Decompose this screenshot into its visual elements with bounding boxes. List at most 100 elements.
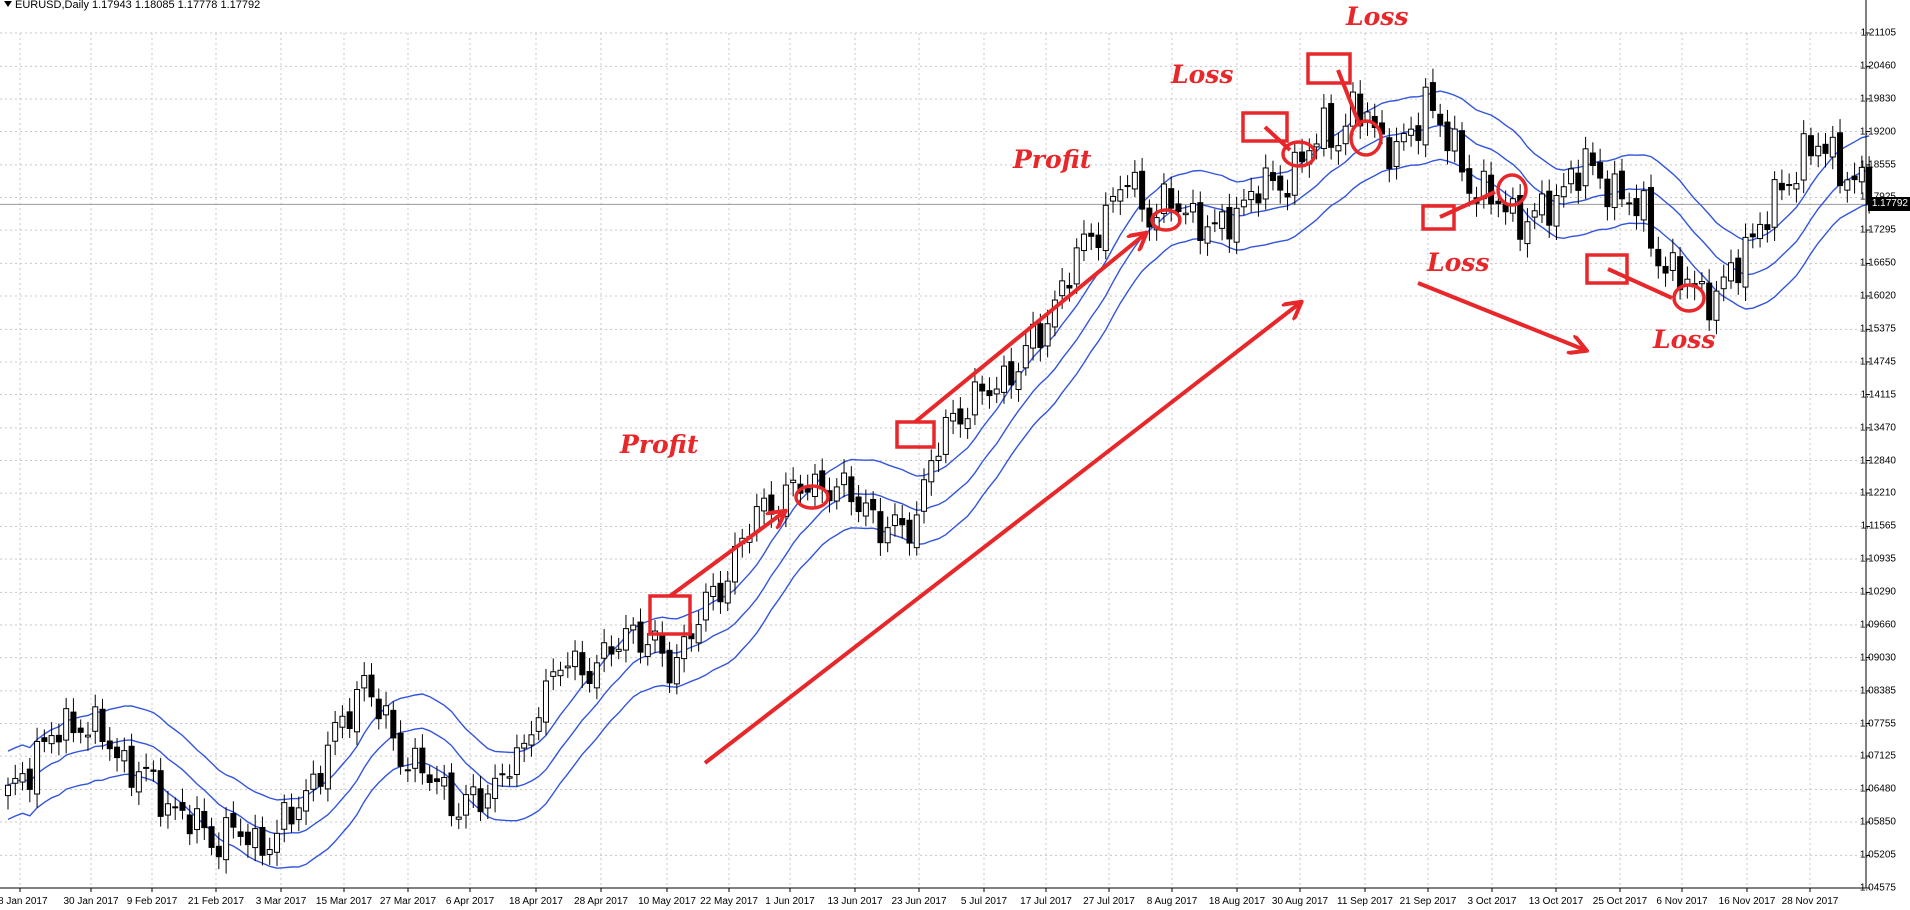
candle [1168, 176, 1175, 222]
x-tick-label: 22 May 2017 [700, 896, 758, 907]
candle-body [1313, 143, 1320, 148]
candle-body [1051, 299, 1058, 328]
candle-body [1568, 168, 1575, 185]
candle [106, 727, 113, 761]
candle [1764, 211, 1771, 243]
candle-body [1662, 265, 1669, 274]
candle-body [477, 788, 484, 813]
candle-body [484, 793, 491, 809]
candle [5, 777, 11, 810]
candle-body [1262, 167, 1269, 200]
candle-body [448, 772, 455, 817]
x-tick-label: 18 Jan 2017 [0, 896, 48, 907]
candle-body [1386, 137, 1393, 170]
y-tick-label: 1.14745 [1859, 356, 1896, 368]
loss-label: Loss [1346, 2, 1409, 31]
candle-body [99, 708, 106, 742]
candle-body [1022, 345, 1029, 369]
x-tick-label: 10 May 2017 [638, 896, 696, 907]
candle [266, 837, 273, 865]
candle-body [55, 734, 62, 743]
candle-body [1211, 222, 1218, 225]
candle [1342, 113, 1349, 156]
candle-body [877, 511, 884, 544]
candle-body [194, 808, 201, 831]
candle-body [957, 408, 964, 425]
candle-body [1131, 171, 1138, 190]
candle [1408, 116, 1415, 147]
candle-body [1742, 236, 1749, 288]
candle [164, 790, 171, 829]
candle-body [1233, 207, 1240, 243]
candle [717, 570, 724, 614]
candle [1197, 191, 1204, 255]
candle [1720, 264, 1727, 302]
trade-entry-box [1241, 111, 1289, 143]
x-tick-label: 6 Nov 2017 [1656, 896, 1708, 907]
candle-body [353, 689, 360, 733]
candle-body [1044, 323, 1051, 347]
candle-body [1771, 179, 1778, 228]
y-tick-label: 1.04575 [1859, 882, 1896, 894]
candle-body [1059, 280, 1066, 297]
candle [1153, 203, 1160, 241]
candle [1727, 249, 1734, 289]
candle-body [106, 740, 113, 750]
candle [1822, 132, 1829, 168]
candle-body [48, 735, 55, 745]
candle [361, 662, 368, 702]
candle [1204, 215, 1211, 256]
candle [1437, 103, 1444, 137]
candle-body [644, 644, 651, 657]
candle-body [332, 722, 339, 742]
middle-band-line [7, 124, 1870, 835]
candle-body [470, 786, 477, 796]
candle-body [1633, 198, 1640, 217]
candle [77, 719, 84, 744]
candle [230, 801, 237, 839]
candle-body [1219, 211, 1226, 229]
candle-body [1488, 174, 1495, 205]
candle [1211, 209, 1218, 233]
candle-body [1786, 183, 1793, 186]
candle-body [26, 768, 33, 790]
candle-body [622, 628, 629, 651]
candle [1073, 238, 1080, 294]
candle [622, 614, 629, 663]
lower-band-line [7, 158, 1870, 869]
candle [899, 504, 906, 539]
candle [993, 376, 1000, 404]
chart-menu-icon[interactable] [4, 1, 12, 7]
candle [172, 797, 179, 821]
candle [986, 377, 993, 409]
candle [579, 640, 586, 688]
candle [1546, 179, 1553, 238]
candle [1568, 160, 1575, 194]
trade-entry-box [1585, 253, 1629, 285]
bands-layer [7, 90, 1870, 869]
candle [1393, 127, 1400, 180]
candle-body [761, 497, 768, 512]
candle-body [506, 776, 513, 779]
x-tick-label: 8 Aug 2017 [1146, 896, 1198, 907]
trade-exit-circle [1672, 283, 1706, 313]
candle [891, 503, 898, 537]
y-tick-label: 1.16650 [1859, 257, 1896, 269]
candle [463, 784, 470, 829]
candle [12, 764, 19, 796]
y-tick-label: 1.09030 [1859, 652, 1896, 664]
candle [1022, 332, 1029, 376]
candle [1284, 179, 1291, 211]
candle-body [1575, 172, 1582, 191]
candle [1531, 202, 1538, 230]
candle [477, 775, 484, 822]
candle [666, 641, 673, 693]
candle-body [266, 849, 273, 855]
candle [964, 407, 971, 439]
candle [615, 637, 622, 660]
y-tick-label: 1.05205 [1859, 849, 1896, 861]
trade-exit-circle [1496, 173, 1528, 207]
candle-body [1757, 223, 1764, 240]
candle [1415, 112, 1422, 155]
